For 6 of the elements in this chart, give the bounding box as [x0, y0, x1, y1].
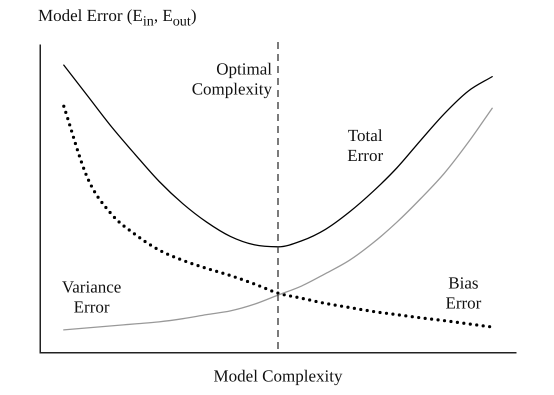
x-axis-title: Model Complexity — [214, 366, 343, 386]
annotation: Optimal Complexity — [192, 59, 272, 98]
series-label: Bias Error — [445, 273, 482, 312]
series-label: Total Error — [347, 126, 384, 165]
y-axis-title: Model Error (E$_{in}$, E$_{out}$) — [38, 6, 196, 30]
series-label: Variance Error — [62, 277, 122, 316]
